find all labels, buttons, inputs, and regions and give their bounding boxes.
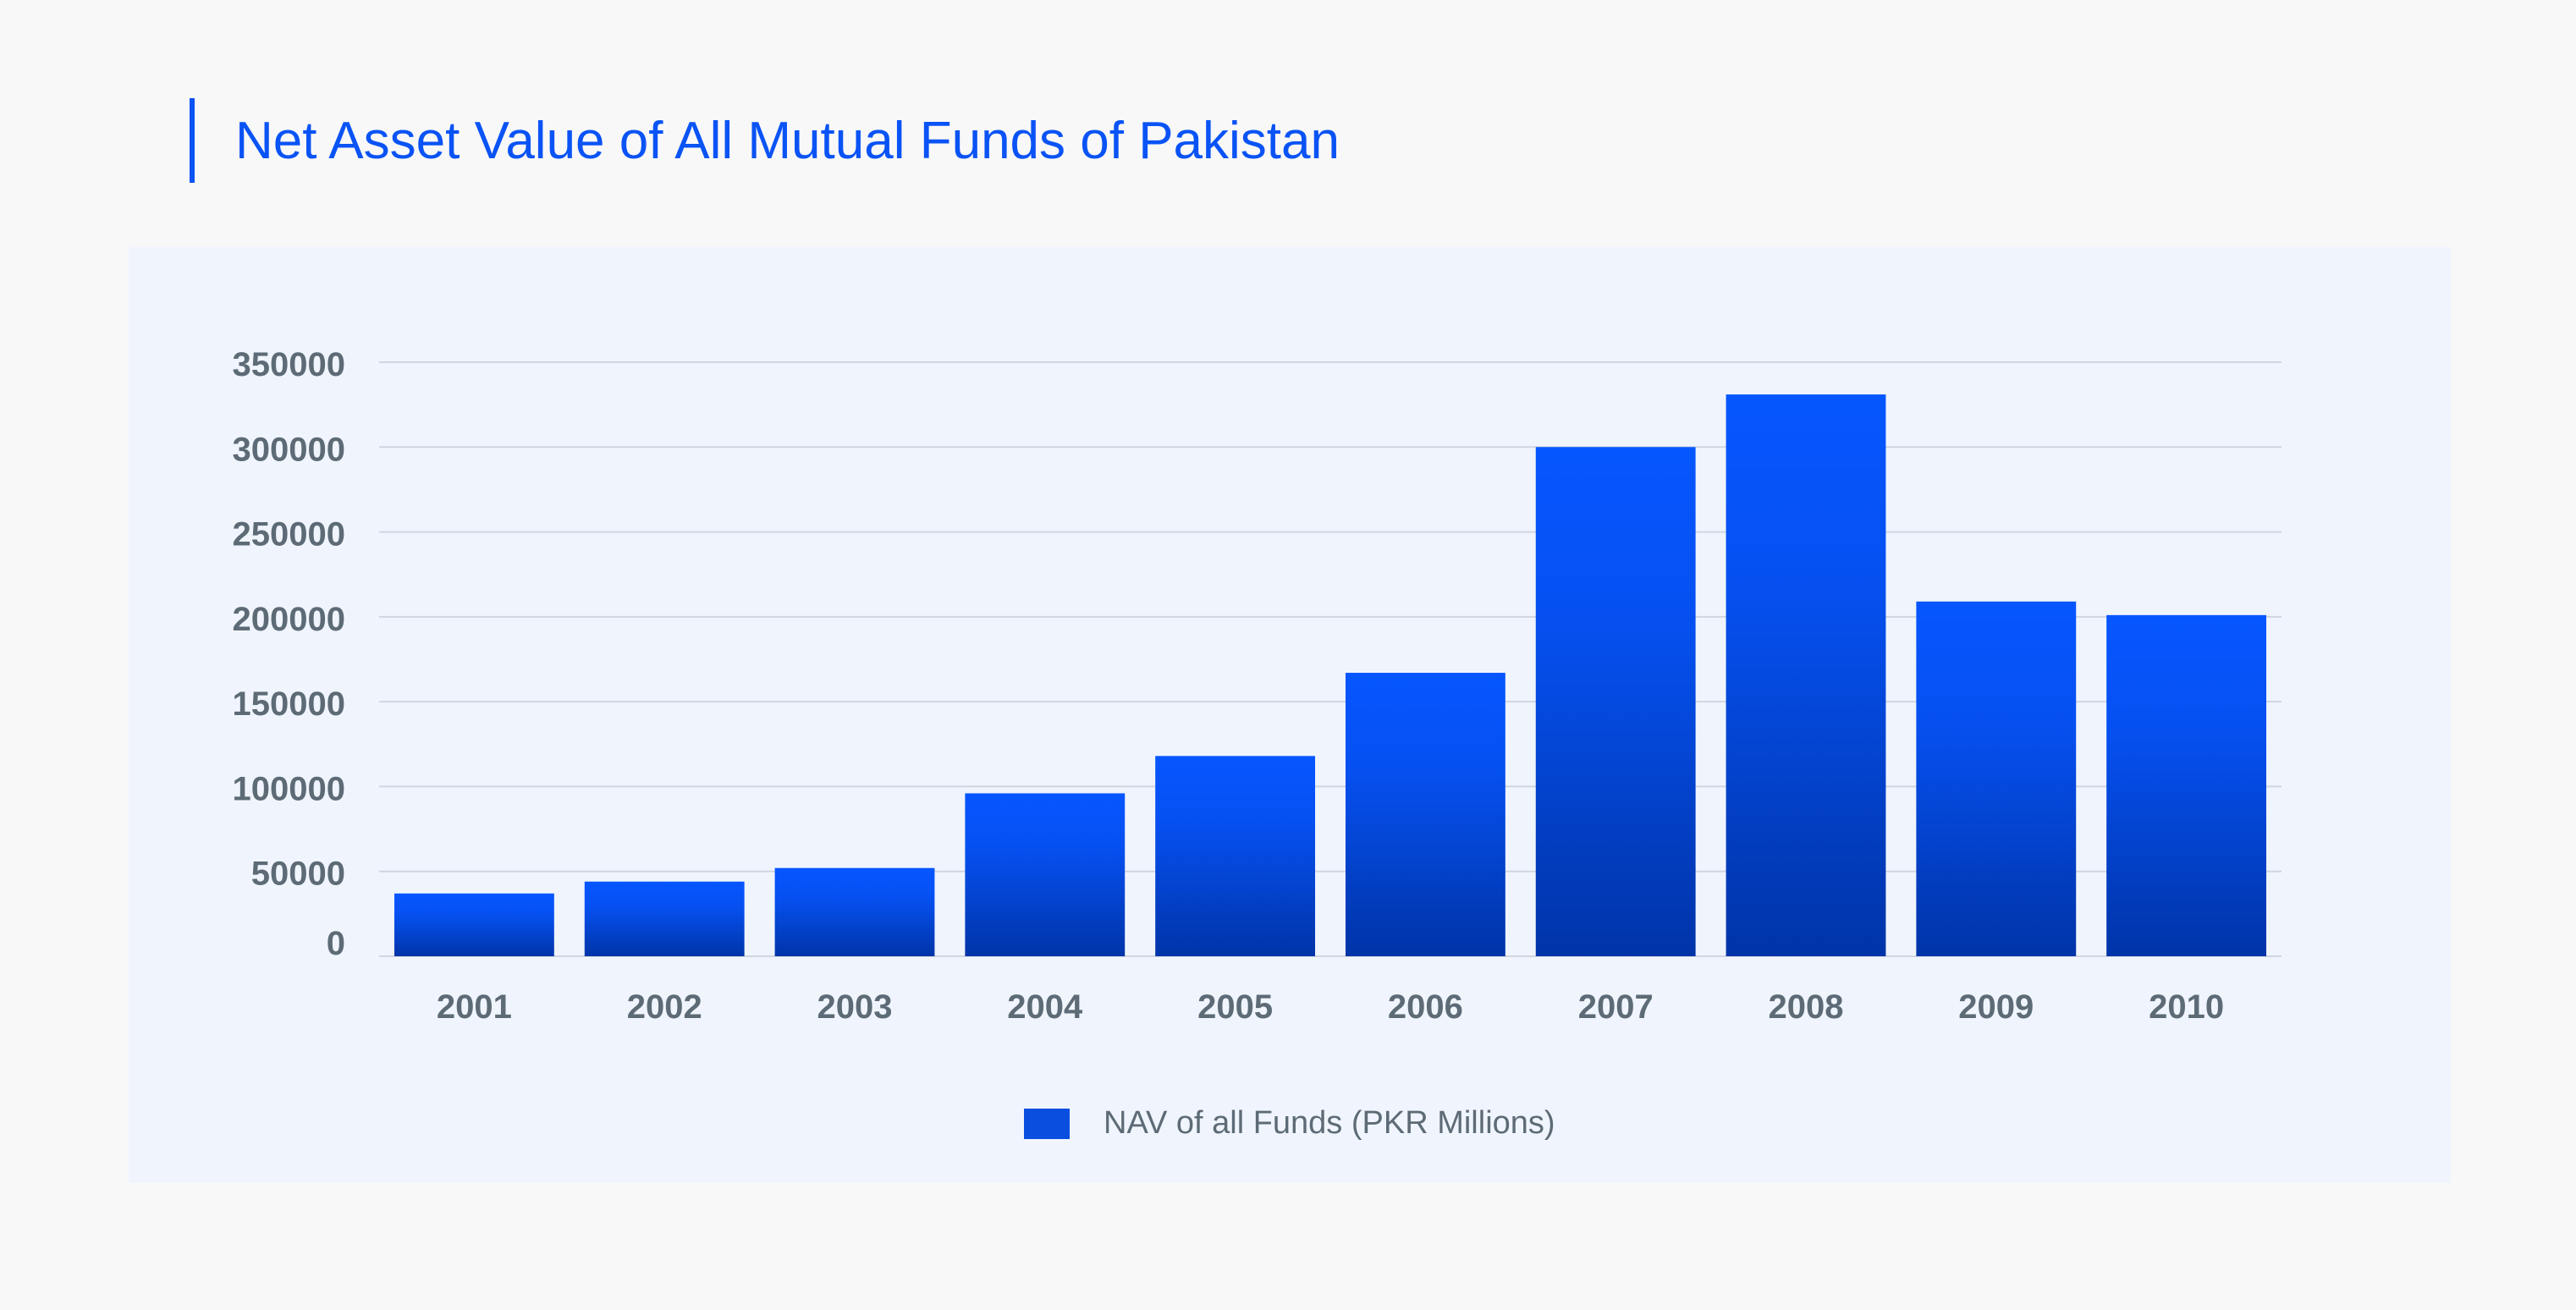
bar-2003 [774, 867, 935, 956]
bar-2007 [1535, 447, 1696, 956]
y-tick-label: 250000 [233, 516, 345, 553]
bar-2005 [1155, 756, 1316, 956]
bar-2010 [2106, 614, 2267, 956]
bar-2004 [965, 793, 1126, 956]
y-axis-ticks: 0 50000 100000 150000 200000 250000 300000 3500… [233, 346, 345, 962]
title-accent-bar [190, 98, 195, 183]
legend-swatch [1024, 1108, 1070, 1139]
bar-2006 [1345, 673, 1505, 956]
y-tick-label: 350000 [233, 346, 345, 383]
x-tick-label: 2001 [437, 988, 512, 1026]
y-tick-label: 50000 [251, 856, 345, 893]
x-tick-label: 2003 [817, 988, 893, 1026]
x-tick-label: 2008 [1769, 988, 1844, 1026]
chart-title: Net Asset Value of All Mutual Funds of P… [235, 111, 1340, 170]
chart-header: Net Asset Value of All Mutual Funds of P… [190, 98, 1340, 183]
y-tick-label: 200000 [233, 601, 345, 638]
legend-label: NAV of all Funds (PKR Millions) [1104, 1105, 1555, 1141]
bar-2001 [394, 893, 554, 956]
y-tick-label: 150000 [233, 685, 345, 723]
x-tick-label: 2006 [1388, 988, 1463, 1026]
bar-2009 [1916, 601, 2077, 956]
x-tick-label: 2009 [1958, 988, 2034, 1026]
y-tick-label: 0 [327, 925, 345, 962]
bars [394, 394, 2267, 956]
x-tick-label: 2007 [1578, 988, 1654, 1026]
x-tick-label: 2004 [1007, 988, 1083, 1026]
legend: NAV of all Funds (PKR Millions) [1024, 1105, 1555, 1142]
bar-2002 [584, 881, 745, 956]
y-tick-label: 100000 [233, 770, 345, 807]
bar-2008 [1726, 394, 1886, 956]
x-tick-label: 2010 [2149, 988, 2224, 1026]
chart-panel: 0 50000 100000 150000 200000 250000 300000 3500… [129, 247, 2451, 1183]
bar-chart: 0 50000 100000 150000 200000 250000 300000 3500… [233, 346, 2282, 1026]
y-tick-label: 300000 [233, 431, 345, 468]
x-tick-label: 2002 [627, 988, 702, 1026]
x-tick-label: 2005 [1197, 988, 1273, 1026]
gridlines [379, 361, 2282, 957]
x-axis-ticks: 2001 2002 2003 2004 2005 2006 2007 2008 2009 2010 [437, 988, 2224, 1026]
